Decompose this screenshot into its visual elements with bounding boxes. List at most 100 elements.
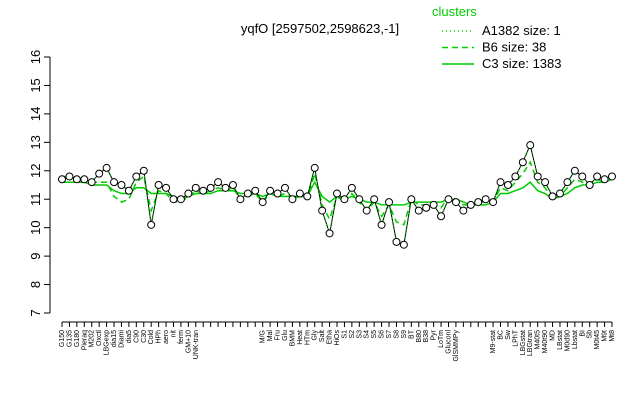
x-tick-label: S5 [371, 330, 378, 339]
data-point [95, 169, 104, 178]
x-tick-label: LBstat [557, 330, 564, 350]
x-tick-label: HPh [156, 330, 163, 344]
x-tick-label: Etha [327, 330, 334, 345]
data-point [593, 172, 602, 181]
x-tick-label: G180 [74, 330, 81, 347]
legend-title: clusters [432, 4, 477, 19]
data-point [555, 189, 564, 198]
y-tick-label: 10 [28, 220, 43, 234]
y-tick-label: 13 [28, 135, 43, 149]
x-tick-label: Diami [118, 330, 125, 348]
data-point [124, 186, 133, 195]
y-tick-label: 14 [28, 107, 43, 121]
x-tick-label: MD [550, 330, 557, 341]
data-point [236, 195, 245, 204]
x-tick-label: aero [163, 330, 170, 344]
x-tick-label: Pieraq [81, 330, 88, 350]
cluster-line [61, 142, 613, 246]
data-point [243, 189, 252, 198]
x-tick-label: C30 [141, 330, 148, 343]
x-tick-label: B80 [416, 330, 423, 343]
data-point [481, 195, 490, 204]
data-point [303, 192, 312, 201]
data-point [533, 172, 542, 181]
x-tick-label: S7 [386, 330, 393, 339]
x-tick-label: Fru [275, 330, 282, 341]
x-tick-label: C90 [133, 330, 140, 343]
y-tick-label: 8 [28, 281, 43, 288]
data-point [600, 175, 609, 184]
x-tick-label: BC [498, 330, 505, 340]
data-point [608, 172, 616, 181]
data-point [466, 200, 475, 209]
data-point [526, 141, 535, 150]
x-tick-label: B38 [423, 330, 430, 343]
data-point [563, 178, 572, 187]
x-tick-label: BMM [289, 330, 296, 347]
data-point [191, 183, 200, 192]
x-tick-label: UNK-tran [193, 330, 200, 359]
x-tick-label: Mt8 [609, 330, 616, 342]
data-point [385, 198, 394, 207]
x-tick-label: HiOs [334, 330, 341, 346]
data-point [117, 181, 126, 189]
data-point [228, 181, 237, 189]
y-tick-label: 7 [28, 309, 43, 316]
x-tick-label: ferm [178, 330, 185, 344]
x-tick-label: S6 [379, 330, 386, 339]
data-point [176, 195, 185, 204]
data-point [199, 186, 208, 195]
data-point [347, 183, 356, 192]
y-tick-label: 9 [28, 252, 43, 259]
data-point [251, 186, 260, 195]
x-tick-label: Salt [319, 330, 326, 342]
data-point [377, 220, 386, 229]
x-tick-label: M/G [260, 330, 267, 343]
data-point [273, 189, 282, 198]
data-point [58, 175, 66, 184]
data-point [102, 163, 111, 172]
x-tick-label: S8 [393, 330, 400, 339]
data-point [370, 195, 379, 204]
y-tick-label: 16 [28, 50, 43, 64]
data-point [266, 186, 275, 195]
x-tick-label: G150 [59, 330, 66, 347]
x-tick-label: dia5 [126, 330, 133, 343]
data-point [147, 220, 156, 229]
data-point [72, 175, 81, 184]
data-point [132, 172, 141, 181]
data-point [325, 229, 334, 238]
x-tick-label: Glu [282, 330, 289, 341]
x-tick-label: M40t90 [542, 330, 549, 353]
x-tick-label: M40t5 [535, 330, 542, 350]
legend-label: C3 size: 1383 [482, 56, 562, 71]
data-point [340, 195, 349, 204]
x-tick-label: Sw [505, 329, 512, 340]
x-tick-label: Pyr [431, 329, 438, 340]
x-tick-label: Oxctl [96, 330, 103, 346]
x-tick-label: Mal [267, 330, 274, 342]
data-point [295, 189, 304, 198]
data-point [333, 189, 341, 198]
data-point [511, 172, 520, 181]
data-point [206, 183, 215, 192]
data-point [399, 240, 408, 249]
data-point [221, 183, 230, 192]
data-point [496, 178, 505, 187]
data-point [288, 195, 297, 204]
data-point [154, 181, 163, 189]
x-tick-label: S4 [364, 330, 371, 339]
data-point [541, 178, 550, 187]
data-point [139, 166, 148, 175]
data-point [585, 181, 594, 189]
data-point [80, 175, 89, 184]
x-tick-label: LBGtran [527, 330, 534, 356]
data-point [459, 206, 468, 215]
x-tick-label: LBGstat [520, 330, 527, 355]
x-tick-label: G135 [66, 330, 73, 347]
data-point [437, 212, 446, 221]
legend-label: A1382 size: 1 [482, 23, 561, 38]
data-point [169, 195, 178, 204]
x-tick-label: S2 [349, 330, 356, 339]
